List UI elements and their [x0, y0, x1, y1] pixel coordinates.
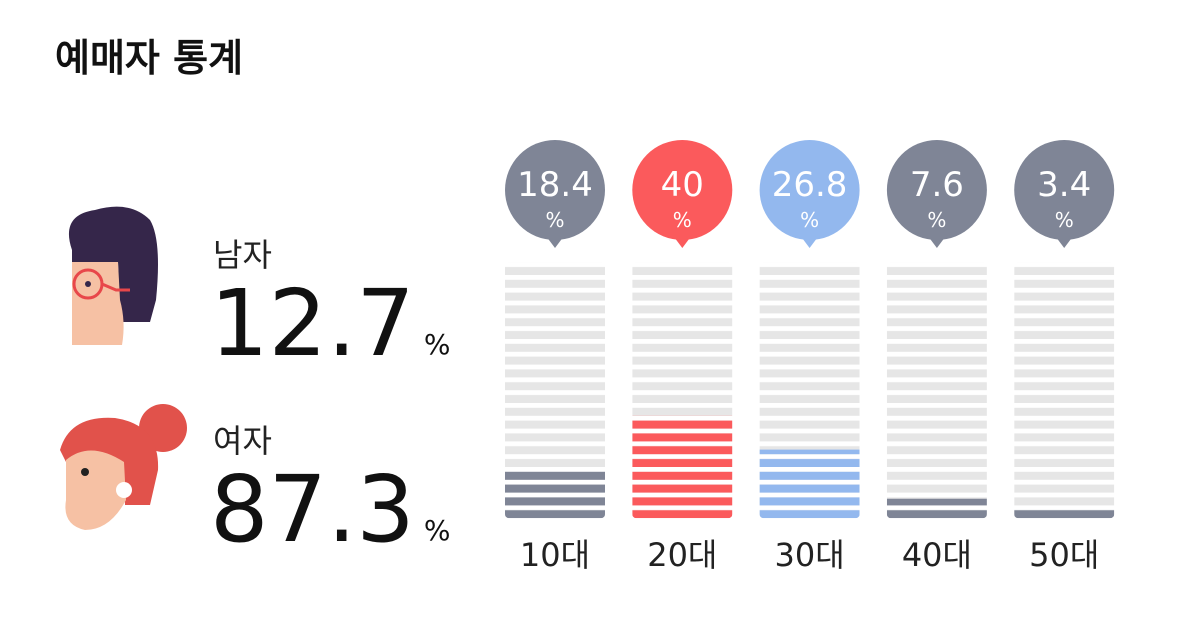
gender-unit: %	[424, 514, 451, 547]
category-label: 50대	[1029, 536, 1099, 574]
bubble-pointer	[800, 236, 819, 248]
gender-value: 12.7	[210, 270, 415, 377]
bar	[759, 449, 860, 519]
value-unit: %	[545, 208, 564, 232]
bar	[505, 471, 605, 519]
value-label: 3.4	[1037, 165, 1091, 205]
value-bubble	[505, 140, 605, 240]
value-unit: %	[673, 208, 692, 232]
value-label: 7.6	[910, 165, 964, 205]
male-icon	[68, 206, 158, 345]
value-bubble	[632, 140, 733, 240]
category-label: 30대	[775, 536, 845, 574]
value-label: 26.8	[772, 165, 848, 205]
value-bubble	[759, 140, 860, 240]
value-label: 18.4	[517, 165, 593, 205]
category-label: 20대	[647, 536, 717, 574]
bubble-pointer	[673, 236, 692, 248]
gender-label: 여자	[213, 422, 272, 460]
title: 예매자 통계	[55, 36, 243, 80]
gender-value: 87.3	[210, 456, 415, 563]
gender-unit: %	[424, 328, 451, 361]
bar	[632, 415, 733, 519]
category-label: 10대	[520, 536, 590, 574]
bubble-pointer	[927, 236, 946, 248]
bar-track	[1014, 262, 1115, 519]
value-label: 40	[661, 165, 704, 205]
bar	[1014, 509, 1115, 519]
value-unit: %	[927, 208, 946, 232]
value-bubble	[886, 140, 987, 240]
category-label: 40대	[902, 536, 972, 574]
bubble-pointer	[1055, 236, 1074, 248]
age-chart: 18.4% 10대 40% 20대 26.8% 30대 7.6% 40대 3.4% 50대	[505, 140, 1115, 574]
bar-track	[886, 262, 987, 519]
value-unit: %	[800, 208, 819, 232]
value-unit: %	[1055, 208, 1074, 232]
female-icon	[60, 404, 187, 530]
bubble-pointer	[546, 236, 564, 248]
value-bubble	[1014, 140, 1115, 240]
gender-label: 남자	[213, 236, 272, 274]
bar	[886, 498, 987, 519]
